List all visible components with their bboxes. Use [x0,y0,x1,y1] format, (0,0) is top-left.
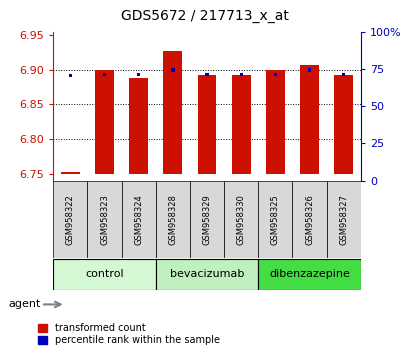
Bar [87,181,121,258]
Bar [171,68,174,72]
Text: GSM958326: GSM958326 [304,194,313,245]
Bar [121,181,155,258]
Bar [224,181,258,258]
Text: control: control [85,269,124,279]
Bar [61,172,80,173]
Text: agent: agent [8,299,40,309]
Bar [231,75,250,173]
Text: bevacizumab: bevacizumab [169,269,244,279]
Text: GSM958323: GSM958323 [100,194,109,245]
Bar [333,75,352,173]
Bar [103,73,106,76]
Legend: transformed count, percentile rank within the sample: transformed count, percentile rank withi… [38,324,220,346]
Bar [137,73,140,76]
Bar [53,181,87,258]
Text: dibenzazepine: dibenzazepine [268,269,349,279]
Text: GDS5672 / 217713_x_at: GDS5672 / 217713_x_at [121,9,288,23]
Bar [129,78,148,173]
Bar [341,73,344,76]
Bar [163,51,182,173]
Bar [299,65,318,173]
Bar [155,181,189,258]
Bar [69,74,72,77]
Bar [95,70,114,173]
Text: GSM958330: GSM958330 [236,194,245,245]
Bar [239,73,242,76]
Text: GSM958324: GSM958324 [134,194,143,245]
Bar [292,181,326,258]
Bar [189,181,224,258]
Text: GSM958322: GSM958322 [66,194,75,245]
Bar [197,75,216,173]
Text: GSM958327: GSM958327 [338,194,347,245]
Bar [326,181,360,258]
Bar [53,259,155,290]
Bar [307,68,310,72]
Bar [205,73,208,76]
Bar [155,259,258,290]
Text: GSM958329: GSM958329 [202,194,211,245]
Bar [258,181,292,258]
Bar [273,73,276,76]
Text: GSM958325: GSM958325 [270,194,279,245]
Text: GSM958328: GSM958328 [168,194,177,245]
Bar [258,259,360,290]
Bar [265,70,284,173]
